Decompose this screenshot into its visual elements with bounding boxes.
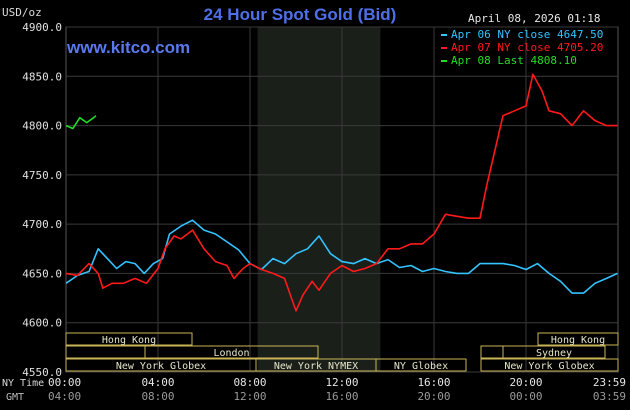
- session-hong-kong-box: [65, 332, 193, 346]
- x-tick-label-gmt: 04:00: [48, 390, 81, 403]
- legend-label-apr06: Apr 06 NY close 4647.50: [451, 28, 604, 41]
- y-tick-label: 4750.0: [22, 169, 62, 182]
- legend-swatch-apr08: [441, 60, 447, 62]
- session-hong-kong-late-label: Hong Kong: [551, 335, 605, 346]
- x-tick-label-ny: 12:00: [325, 376, 358, 389]
- y-tick-label: 4550.0: [22, 366, 62, 379]
- session-london-box: [144, 345, 319, 359]
- y-tick-label: 4850.0: [22, 70, 62, 83]
- x-tick-label-ny: 16:00: [417, 376, 450, 389]
- x-tick-label-gmt: 08:00: [141, 390, 174, 403]
- session-new-york-globex-label: New York Globex: [116, 361, 206, 372]
- session-hong-kong-label: Hong Kong: [102, 335, 156, 346]
- y-tick-label: 4700.0: [22, 218, 62, 231]
- y-axis-unit: USD/oz: [2, 6, 42, 19]
- x-tick-label-ny: 23:59: [593, 376, 626, 389]
- legend-apr07: Apr 07 NY close 4705.20: [441, 41, 603, 54]
- kitco-watermark: www.kitco.com: [67, 38, 191, 57]
- chart-timestamp: April 08, 2026 01:18: [468, 12, 601, 25]
- session-new-york-globex-late-label: New York Globex: [504, 361, 594, 372]
- session-london-label: London: [213, 348, 249, 359]
- y-tick-label: 4800.0: [22, 120, 62, 133]
- x-tick-label-ny: 20:00: [509, 376, 542, 389]
- y-tick-label: 4900.0: [22, 21, 62, 34]
- x-tick-label-gmt: 20:00: [417, 390, 450, 403]
- session-filler-left: [65, 345, 146, 359]
- legend-label-apr08: Apr 08 Last 4808.10: [451, 54, 577, 67]
- series-line-apr06: [65, 219, 618, 294]
- session-filler-right: [480, 345, 504, 359]
- x-tick-label-ny: 00:00: [48, 376, 81, 389]
- ny-time-label: NY Time: [2, 378, 45, 389]
- x-tick-label-ny: 08:00: [233, 376, 266, 389]
- nymex-session-shade: [257, 27, 381, 372]
- series-line-apr08: [65, 115, 97, 130]
- session-sydney-box: [502, 345, 606, 359]
- legend-label-apr07: Apr 07 NY close 4705.20: [451, 41, 604, 54]
- legend-apr06: Apr 06 NY close 4647.50: [441, 28, 603, 41]
- session-sydney-label: Sydney: [536, 348, 572, 359]
- chart-title: 24 Hour Spot Gold (Bid): [203, 5, 397, 24]
- x-tick-label-gmt: 12:00: [233, 390, 266, 403]
- legend-apr08: Apr 08 Last 4808.10: [441, 54, 577, 67]
- session-new-york-nymex-label: New York NYMEX: [274, 361, 358, 372]
- legend-swatch-apr06: [441, 34, 447, 36]
- series-line-apr07: [65, 73, 618, 312]
- session-hong-kong-late-box: [537, 332, 619, 346]
- y-tick-label: 4650.0: [22, 267, 62, 280]
- gmt-label: GMT: [6, 392, 25, 403]
- legend-swatch-apr07: [441, 47, 447, 49]
- x-tick-label-gmt: 03:59: [593, 390, 626, 403]
- y-tick-label: 4600.0: [22, 317, 62, 330]
- x-tick-label-ny: 04:00: [141, 376, 174, 389]
- session-new-york-globex-late-box: [480, 358, 619, 372]
- x-tick-label-gmt: 16:00: [325, 390, 358, 403]
- session-ny-globex-label: NY Globex: [394, 361, 448, 372]
- x-tick-label-gmt: 00:00: [509, 390, 542, 403]
- session-ny-globex-box: [375, 358, 467, 372]
